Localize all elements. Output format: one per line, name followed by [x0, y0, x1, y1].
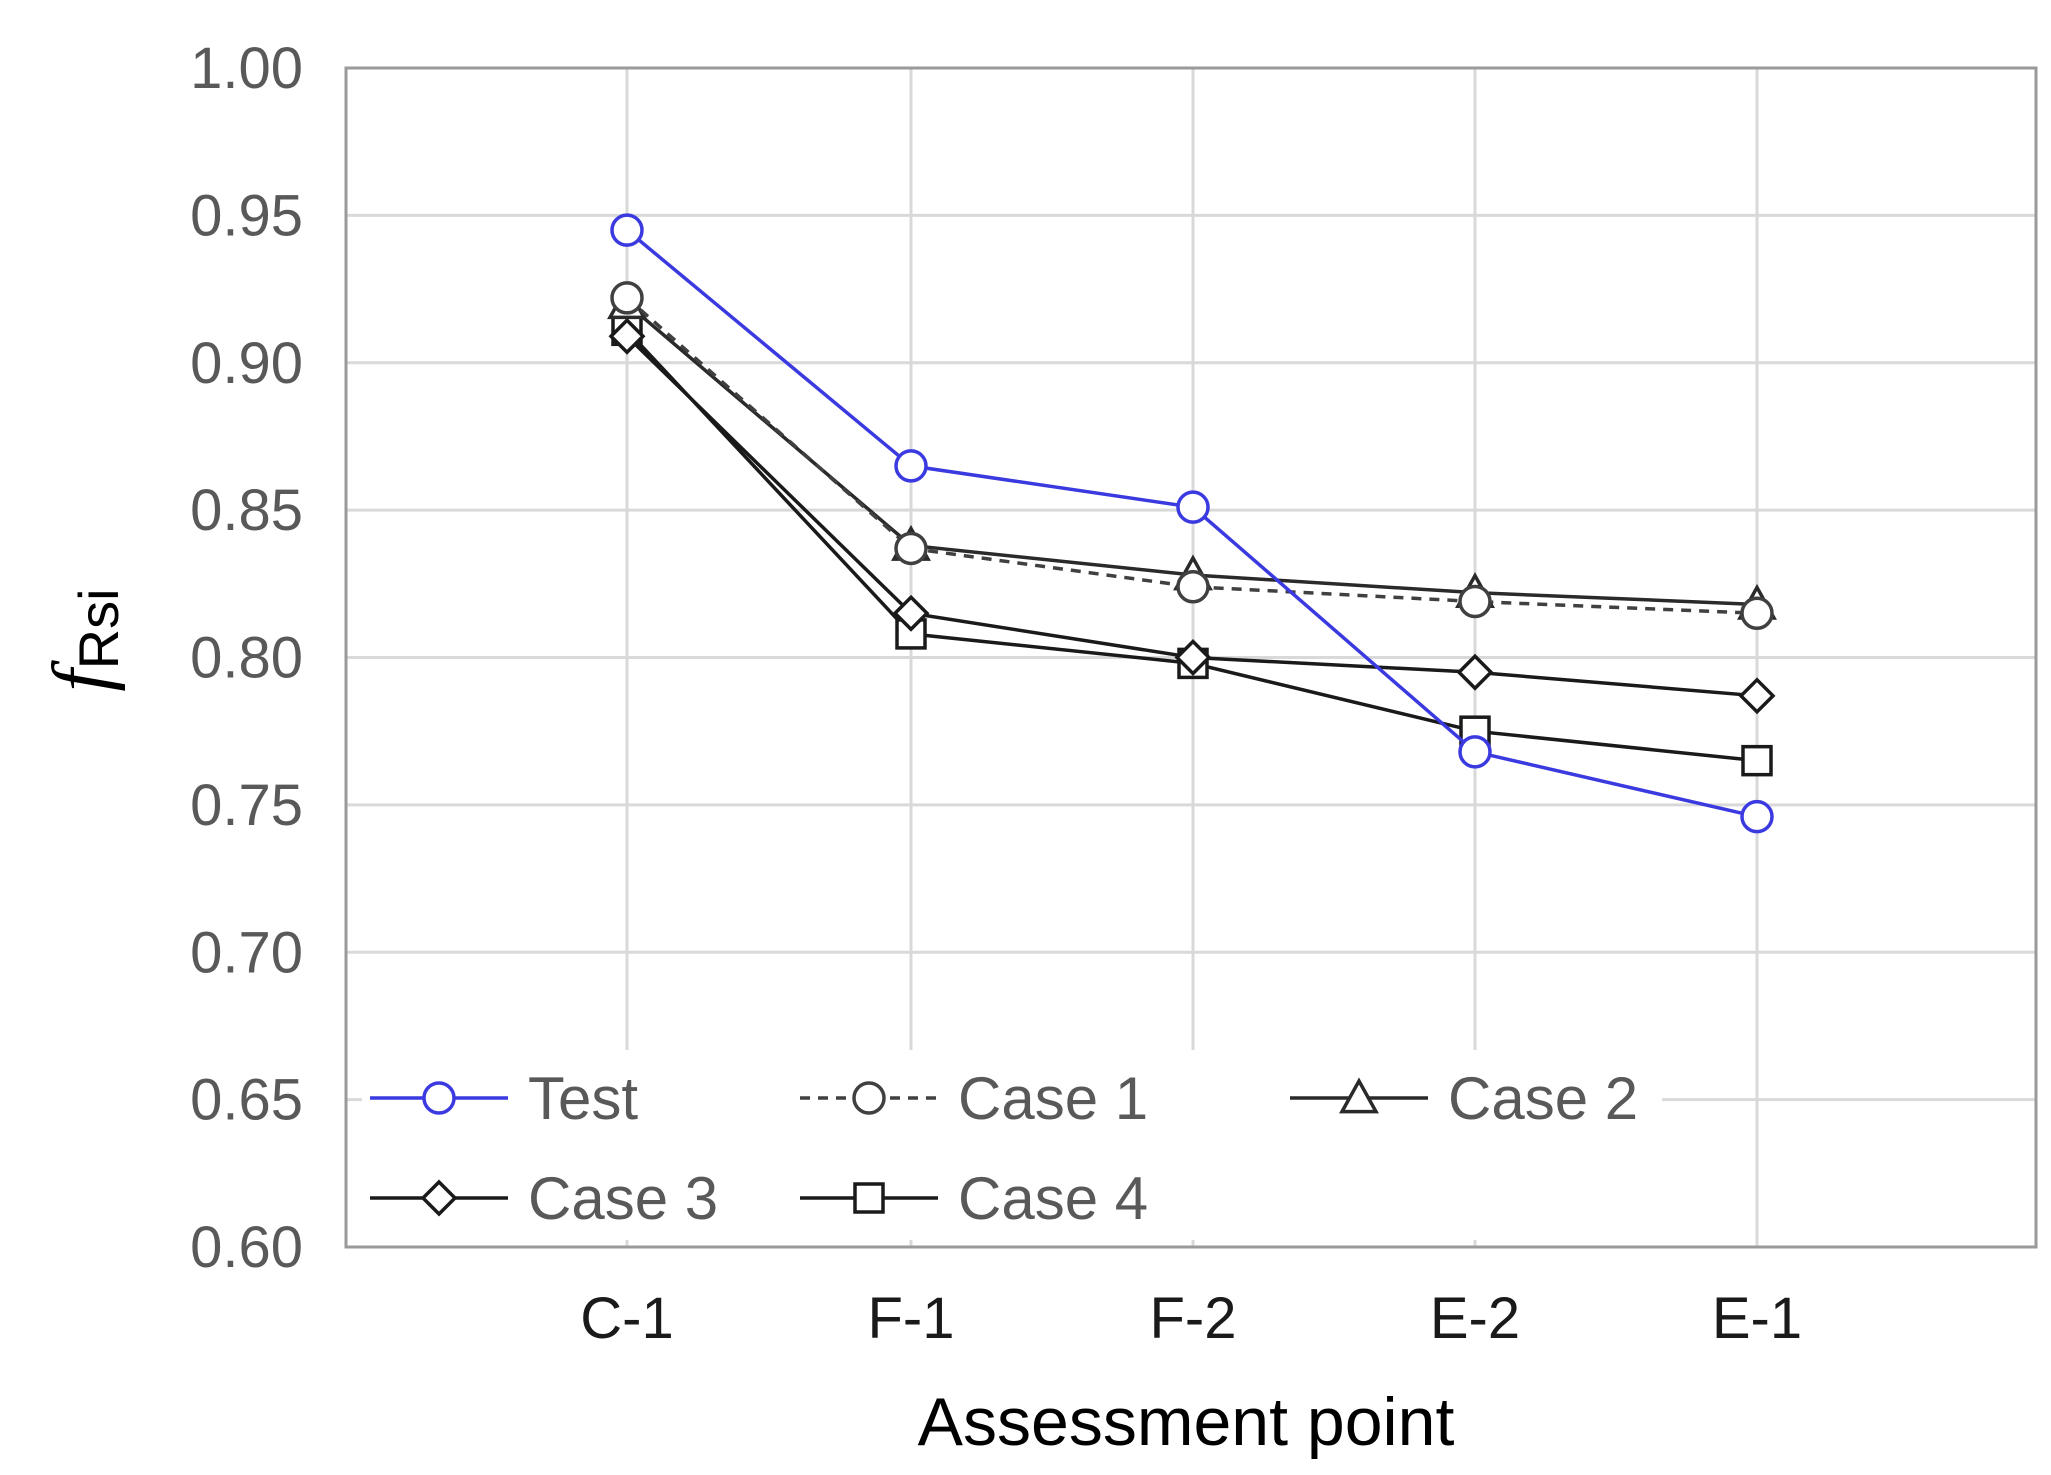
- data-point-test: [1740, 799, 1774, 834]
- y-tick-label: 0.65: [190, 1068, 303, 1133]
- data-point-test: [894, 449, 928, 483]
- y-tick-label: 0.75: [190, 773, 303, 838]
- legend-marker-case-1: [852, 1081, 886, 1115]
- y-axis-label-subscript: Rsi: [67, 588, 130, 669]
- series-case-1: [610, 281, 1774, 631]
- x-tick-label: C-1: [580, 1286, 673, 1351]
- legend-item-case-1: Case 1: [800, 1065, 1148, 1132]
- y-tick-label: 0.60: [190, 1215, 303, 1280]
- plot-frame: [344, 66, 2038, 1249]
- data-point-case-3: [1738, 677, 1776, 715]
- series-case-3: [608, 317, 1776, 715]
- y-tick-label: 0.95: [190, 183, 303, 248]
- legend-background: [362, 1050, 1662, 1240]
- legend-label-case-4: Case 4: [958, 1165, 1148, 1232]
- series-test: [610, 213, 1774, 834]
- x-tick-label: F-1: [868, 1286, 955, 1351]
- data-point-test: [1176, 490, 1210, 524]
- legend-label-case-1: Case 1: [958, 1065, 1148, 1132]
- data-point-case-1: [1176, 570, 1210, 604]
- data-point-case-1: [894, 531, 928, 566]
- series-line-case-1: [625, 296, 1758, 616]
- data-point-case-3: [608, 317, 646, 355]
- data-point-case-3: [1174, 639, 1212, 676]
- data-point-test: [610, 213, 644, 247]
- y-axis-ticks: 0.60 0.65 0.70 0.75 0.80 0.85 0.90 0.95 1.00: [190, 36, 303, 1280]
- y-tick-label: 0.85: [190, 478, 303, 543]
- legend-label-test: Test: [528, 1065, 638, 1132]
- data-point-case-1: [1740, 596, 1774, 631]
- data-point-case-3: [1456, 653, 1494, 691]
- data-point-case-4: [1741, 744, 1773, 777]
- legend-marker-case-2: [1339, 1077, 1379, 1114]
- svg-text:fRsi: fRsi: [38, 588, 130, 691]
- series-group: [607, 213, 1777, 834]
- y-axis-label: fRsi: [38, 588, 130, 691]
- y-tick-label: 0.90: [190, 331, 303, 396]
- legend-marker-case-4: [853, 1182, 885, 1214]
- legend-item-case-3: Case 3: [370, 1165, 718, 1232]
- y-tick-label: 0.70: [190, 920, 303, 985]
- legend-label-case-2: Case 2: [1448, 1065, 1638, 1132]
- legend: Test Case 1 Case 2 Case 3 Case 4: [362, 1050, 1662, 1240]
- legend-marker-test: [422, 1081, 456, 1115]
- x-axis-ticks: C-1 F-1 F-2 E-2 E-1: [580, 1286, 1802, 1351]
- legend-marker-case-3: [420, 1179, 458, 1217]
- x-tick-label: F-2: [1150, 1286, 1237, 1351]
- data-point-test: [1458, 735, 1492, 769]
- x-tick-label: E-1: [1712, 1286, 1802, 1351]
- data-point-case-1: [610, 281, 644, 315]
- legend-item-case-2: Case 2: [1290, 1065, 1638, 1132]
- x-axis-label: Assessment point: [918, 1384, 1455, 1460]
- y-tick-label: 1.00: [190, 36, 303, 101]
- legend-item-case-4: Case 4: [800, 1165, 1148, 1232]
- legend-label-case-3: Case 3: [528, 1165, 718, 1232]
- data-point-case-3: [892, 594, 930, 632]
- y-tick-label: 0.80: [190, 626, 303, 691]
- data-point-case-1: [1458, 584, 1492, 619]
- legend-item-test: Test: [370, 1065, 638, 1132]
- x-tick-label: E-2: [1430, 1286, 1520, 1351]
